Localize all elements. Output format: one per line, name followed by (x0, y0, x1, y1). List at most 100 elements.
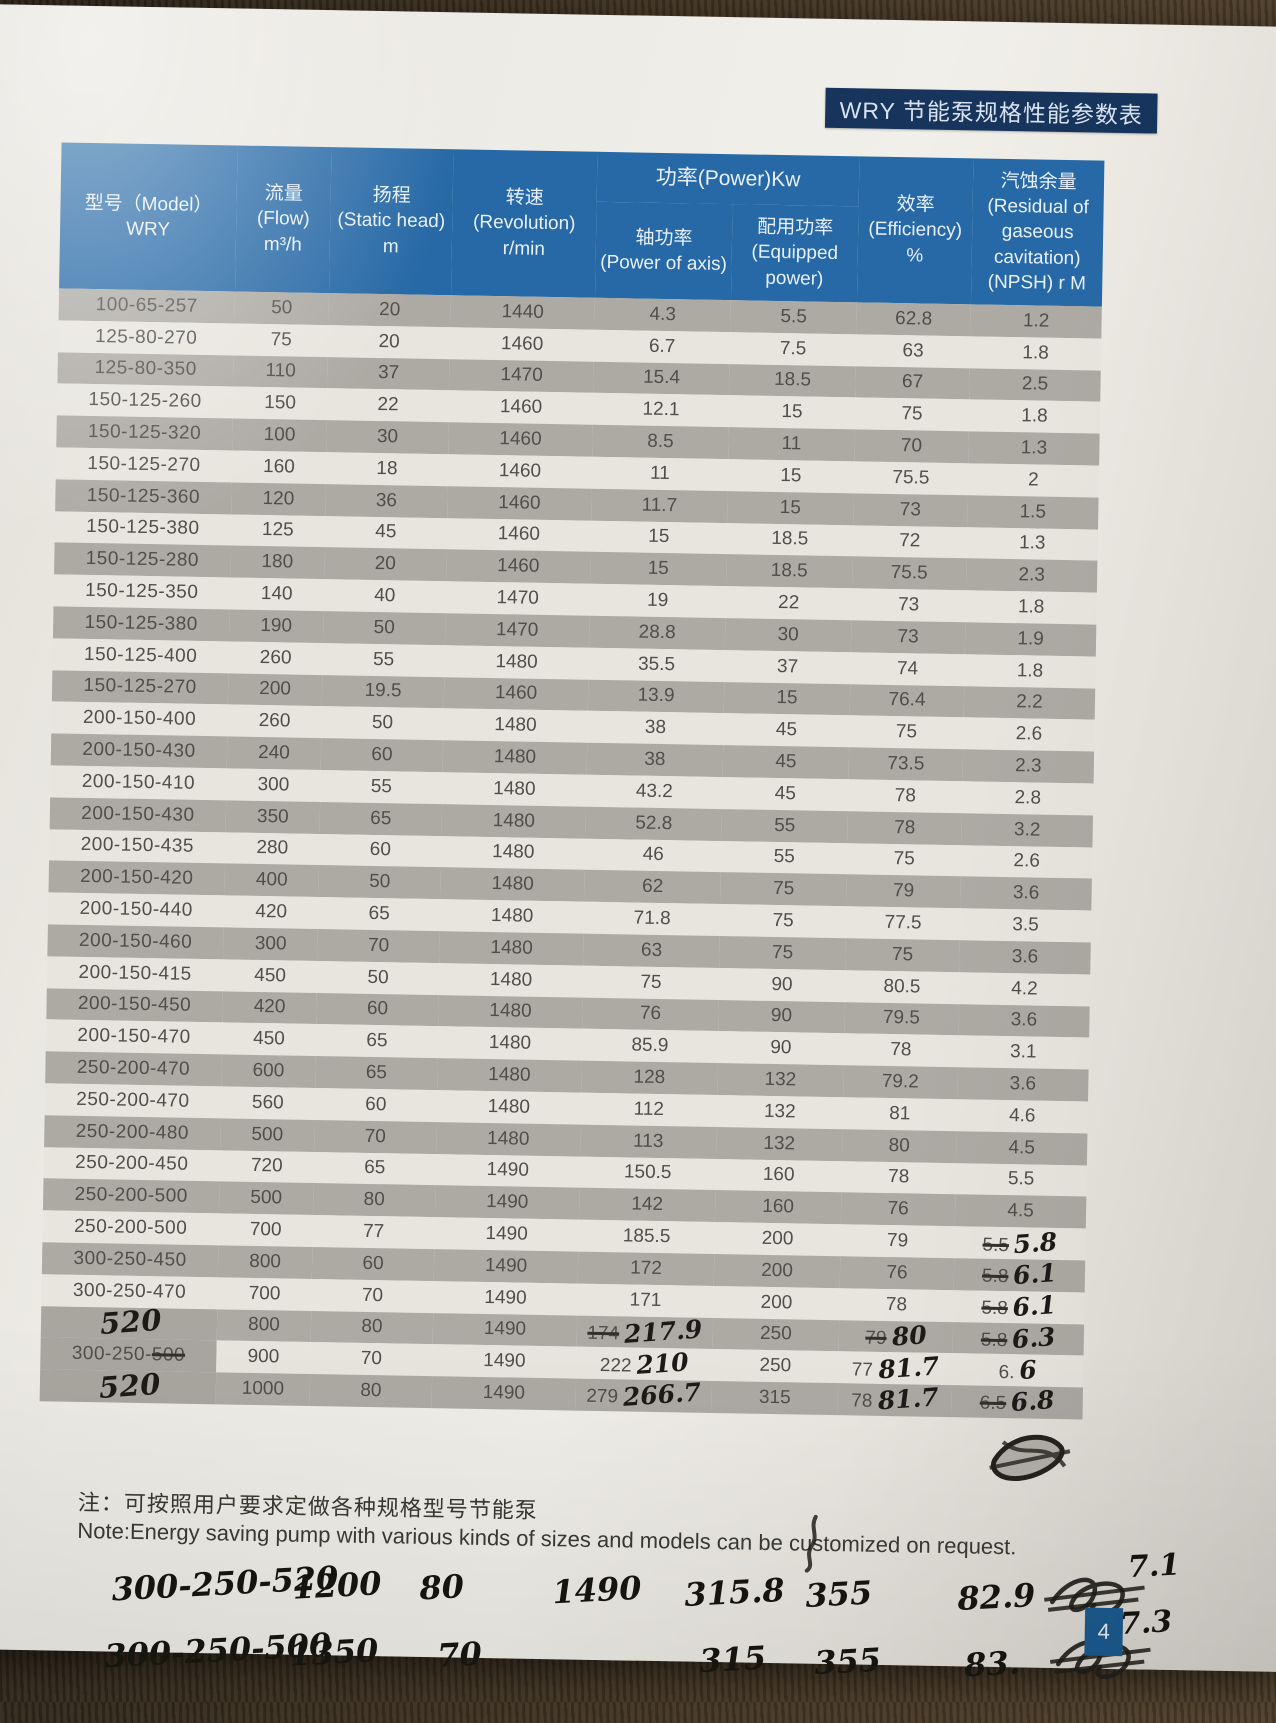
cell-eff: 78 (848, 779, 963, 814)
cell-axis: 76 (582, 997, 719, 1032)
cell-eff: 76.4 (849, 683, 965, 718)
cell-equipped: 200 (713, 1285, 840, 1320)
cell-head: 70 (311, 1278, 434, 1313)
page-title: WRY 节能泵规格性能参数表 (824, 87, 1158, 134)
cell-rev: 1480 (440, 835, 586, 871)
cell-eff: 67 (855, 365, 970, 400)
cell-flow: 800 (217, 1245, 313, 1279)
cell-eff: 78 (847, 811, 963, 845)
cell-eff: 76 (840, 1192, 956, 1227)
cell-npsh: 3.6 (958, 1003, 1090, 1038)
cell-head: 55 (320, 770, 443, 804)
cell-model: 250-200-470 (45, 1051, 222, 1087)
cell-rev: 1470 (449, 358, 594, 394)
cell-axis: 35.5 (588, 647, 725, 682)
cell-model: 150-125-280 (54, 542, 231, 578)
cell-flow: 260 (227, 704, 322, 739)
cell-flow: 700 (217, 1277, 312, 1311)
cell-equipped: 160 (714, 1190, 842, 1225)
handwritten-correction: 6.1 (1012, 1258, 1058, 1291)
cell-equipped: 75 (719, 904, 847, 939)
cell-head: 70 (310, 1342, 433, 1377)
cell-flow: 150 (232, 386, 328, 421)
cell-rev: 1490 (433, 1249, 579, 1284)
cell-head: 70 (314, 1119, 437, 1154)
table-header: 型号（Model） WRY 流量 (Flow) m³/h 扬程 (Static head… (59, 142, 1105, 307)
cell-eff: 79 (846, 874, 961, 909)
cell-rev: 1480 (436, 1090, 582, 1125)
cell-axis: 6.7 (593, 329, 731, 364)
cell-npsh: 2.2 (963, 685, 1096, 720)
cell-rev: 1480 (439, 899, 585, 934)
pen-streak (804, 1514, 818, 1573)
cell-head: 22 (326, 388, 450, 423)
cell-head: 60 (314, 1087, 438, 1122)
cell-eff: 76 (839, 1256, 955, 1290)
handwritten-correction: 80 (890, 1320, 928, 1352)
cell-axis: 71.8 (583, 901, 721, 936)
cell-equipped: 18.5 (726, 522, 854, 557)
cell-npsh: 1.8 (969, 336, 1102, 371)
cell-model: 250-200-450 (43, 1146, 221, 1182)
cell-head: 37 (327, 356, 450, 391)
cell-equipped: 90 (718, 999, 845, 1034)
cell-flow: 300 (223, 927, 318, 961)
cell-axis: 171 (577, 1283, 714, 1318)
cell-model: 300-250-470 (41, 1273, 218, 1309)
cell-equipped: 37 (724, 649, 851, 684)
cell-head: 65 (313, 1151, 437, 1186)
cell-model: 200-150-410 (50, 765, 227, 801)
cell-flow: 420 (223, 895, 319, 929)
cell-npsh: 1.8 (964, 654, 1096, 689)
cell-npsh: 2.3 (965, 558, 1098, 593)
cell-axis: 279 266.7 (575, 1378, 713, 1413)
cell-rev: 1460 (447, 486, 592, 521)
cell-rev: 1480 (438, 962, 584, 998)
cell-head: 50 (321, 706, 444, 741)
handwritten-cell: 80 (418, 1567, 465, 1608)
cell-eff: 73 (850, 620, 966, 655)
cell-flow: 190 (228, 609, 324, 643)
cell-flow: 75 (233, 323, 329, 357)
cell-flow: 300 (226, 768, 321, 802)
cell-head: 65 (317, 897, 441, 932)
cell-eff: 63 (855, 334, 971, 368)
cell-head: 70 (317, 928, 440, 963)
cell-flow: 700 (218, 1213, 313, 1247)
cell-eff: 80 (841, 1128, 957, 1163)
cell-rev: 1440 (450, 295, 595, 330)
cell-npsh: 2.3 (962, 749, 1095, 784)
cell-equipped: 132 (716, 1094, 844, 1129)
cell-equipped: 160 (715, 1158, 842, 1193)
cell-flow: 160 (231, 450, 327, 484)
cell-model: 150-125-270 (55, 447, 233, 483)
col-header-power-axis: 轴功率 (Power of axis) (594, 201, 733, 301)
cell-head: 80 (310, 1310, 434, 1345)
cell-flow: 720 (219, 1149, 315, 1184)
cell-axis: 172 (577, 1251, 715, 1286)
cell-rev: 1480 (442, 772, 587, 807)
cell-model: 250-200-480 (44, 1115, 221, 1150)
cell-model: 200-150-450 (46, 987, 223, 1023)
cell-model: 200-150-430 (49, 797, 227, 832)
cell-model: 250-200-500 (42, 1210, 219, 1246)
cell-head: 55 (322, 642, 445, 677)
cell-eff: 79 (840, 1224, 955, 1259)
cell-flow: 180 (230, 545, 325, 580)
cell-npsh: 6. 6 (952, 1353, 1084, 1388)
cell-npsh: 5.5 (955, 1162, 1087, 1197)
pump-spec-table: 型号（Model） WRY 流量 (Flow) m³/h 扬程 (Static head… (39, 142, 1105, 1420)
note-english: Note:Energy saving pump with various kin… (77, 1517, 1017, 1560)
cell-head: 60 (316, 992, 439, 1027)
cell-equipped: 90 (717, 1031, 845, 1066)
cell-model: 100-65-257 (58, 288, 236, 324)
cell-head: 20 (327, 324, 451, 359)
cell-eff: 78 (843, 1033, 959, 1068)
cell-model: 200-150-470 (45, 1019, 223, 1055)
cell-npsh: 3.6 (960, 876, 1092, 911)
cell-flow: 500 (218, 1181, 314, 1216)
cell-eff: 78 (839, 1287, 954, 1322)
cell-rev: 1480 (439, 931, 584, 966)
cell-flow: 280 (225, 831, 320, 866)
